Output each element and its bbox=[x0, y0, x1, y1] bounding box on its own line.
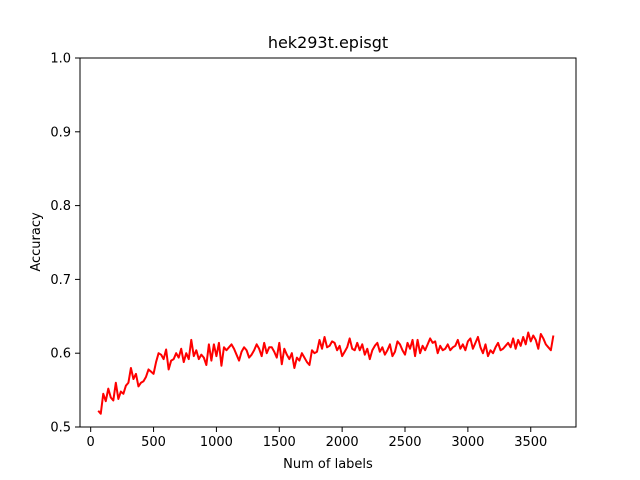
x-tick-label: 2500 bbox=[388, 435, 421, 450]
y-tick-label: 0.8 bbox=[50, 199, 71, 214]
y-tick-label: 0.6 bbox=[50, 347, 71, 362]
y-tick-label: 0.5 bbox=[50, 421, 71, 436]
plot-frame bbox=[79, 57, 577, 428]
y-tick-label: 1.0 bbox=[50, 52, 71, 67]
x-tick-label: 3000 bbox=[451, 435, 484, 450]
x-tick-label: 3500 bbox=[514, 435, 547, 450]
x-tick-label: 500 bbox=[141, 435, 166, 450]
x-axis: 0 500 1000 1500 2000 2500 3000 3500 bbox=[87, 427, 547, 450]
x-tick-label: 2000 bbox=[326, 435, 359, 450]
x-tick-label: 1500 bbox=[263, 435, 296, 450]
y-axis: 0.5 0.6 0.7 0.8 0.9 1.0 bbox=[50, 52, 80, 436]
x-axis-label: Num of labels bbox=[283, 457, 373, 472]
chart-title: hek293t.episgt bbox=[268, 33, 388, 52]
y-tick-label: 0.7 bbox=[50, 273, 71, 288]
plot-area bbox=[97, 331, 555, 415]
series-line bbox=[97, 331, 555, 415]
x-tick-label: 1000 bbox=[200, 435, 233, 450]
y-axis-label: Accuracy bbox=[29, 212, 44, 272]
y-tick-label: 0.9 bbox=[50, 125, 71, 140]
x-tick-label: 0 bbox=[87, 435, 95, 450]
